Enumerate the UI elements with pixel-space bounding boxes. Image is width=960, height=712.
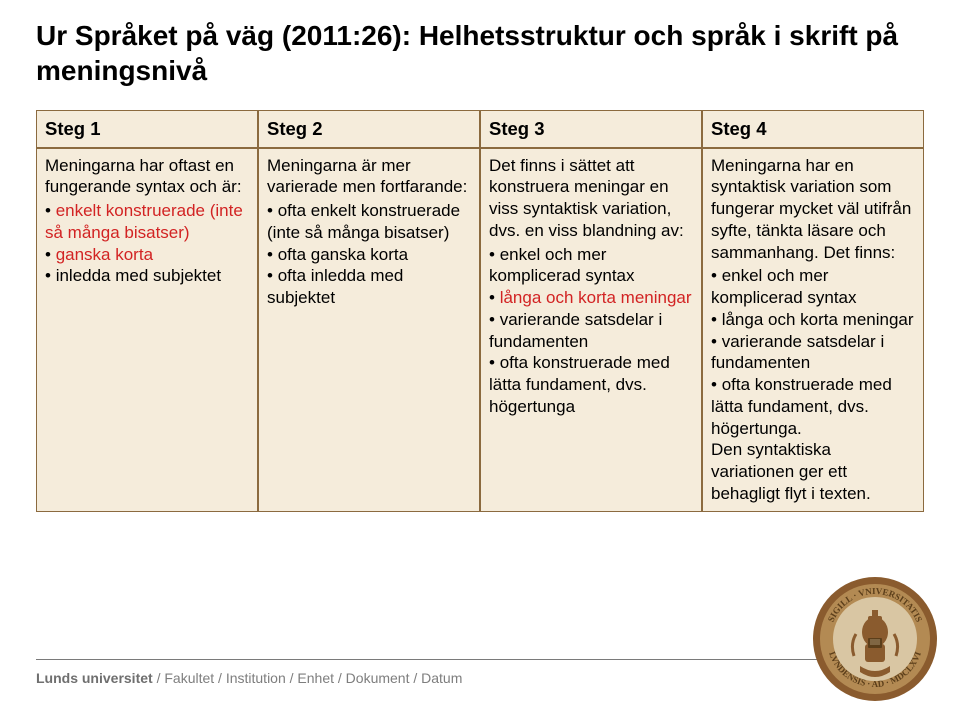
cell-lead: Meningarna är mer varierade men fortfara… xyxy=(267,155,471,199)
bullet: • långa och korta meningar xyxy=(711,309,915,331)
cell-steg-1: Meningarna har oftast en fungerande synt… xyxy=(36,148,258,512)
bullet: • ofta konstruerade med lätta fundament,… xyxy=(489,352,693,417)
cell-steg-3: Det finns i sättet att konstruera mening… xyxy=(480,148,702,512)
cell-steg-2: Meningarna är mer varierade men fortfara… xyxy=(258,148,480,512)
cell-lead: Meningarna har oftast en fungerande synt… xyxy=(45,155,249,199)
col-header-4: Steg 4 xyxy=(702,110,924,148)
bullet: • inledda med subjektet xyxy=(45,265,249,287)
bullet: • varierande satsdelar i fundamenten xyxy=(489,309,693,353)
cell-bullets: • enkel och mer komplicerad syntax • lån… xyxy=(489,244,693,418)
col-header-1: Steg 1 xyxy=(36,110,258,148)
footer-path: / Fakultet / Institution / Enhet / Dokum… xyxy=(153,670,463,686)
bullet: • ofta enkelt konstruerade (inte så mång… xyxy=(267,200,471,244)
footer-text: Lunds universitet / Fakultet / Instituti… xyxy=(36,670,924,686)
steps-table: Steg 1 Steg 2 Steg 3 Steg 4 Meningarna h… xyxy=(36,110,924,512)
cell-lead: Det finns i sättet att konstruera mening… xyxy=(489,155,693,242)
bullet: • enkelt konstruerade (inte så många bis… xyxy=(45,200,249,244)
bullet: • enkel och mer komplicerad syntax xyxy=(711,265,915,309)
cell-bullets: • enkelt konstruerade (inte så många bis… xyxy=(45,200,249,287)
footer: Lunds universitet / Fakultet / Instituti… xyxy=(36,659,924,686)
bullet: • varierande satsdelar i fundamenten xyxy=(711,331,915,375)
col-header-3: Steg 3 xyxy=(480,110,702,148)
footer-institution: Lunds universitet xyxy=(36,670,153,686)
cell-bullets: • enkel och mer komplicerad syntax • lån… xyxy=(711,265,915,439)
cell-lead: Meningarna har en syntaktisk variation s… xyxy=(711,155,915,264)
col-header-2: Steg 2 xyxy=(258,110,480,148)
university-seal-icon: SIGILL · VNIVERSITATIS LVNDENSIS · AD · … xyxy=(810,574,940,704)
bullet: • långa och korta meningar xyxy=(489,287,693,309)
bullet: • ofta inledda med subjektet xyxy=(267,265,471,309)
bullet: • ganska korta xyxy=(45,244,249,266)
bullet: • ofta ganska korta xyxy=(267,244,471,266)
cell-bullets: • ofta enkelt konstruerade (inte så mång… xyxy=(267,200,471,309)
bullet: • enkel och mer komplicerad syntax xyxy=(489,244,693,288)
cell-steg-4: Meningarna har en syntaktisk variation s… xyxy=(702,148,924,512)
footer-divider xyxy=(36,659,924,660)
cell-trail: Den syntaktiska variationen ger ett beha… xyxy=(711,439,915,504)
page-title: Ur Språket på väg (2011:26): Helhetsstru… xyxy=(36,18,924,88)
bullet: • ofta konstruerade med lätta fundament,… xyxy=(711,374,915,439)
